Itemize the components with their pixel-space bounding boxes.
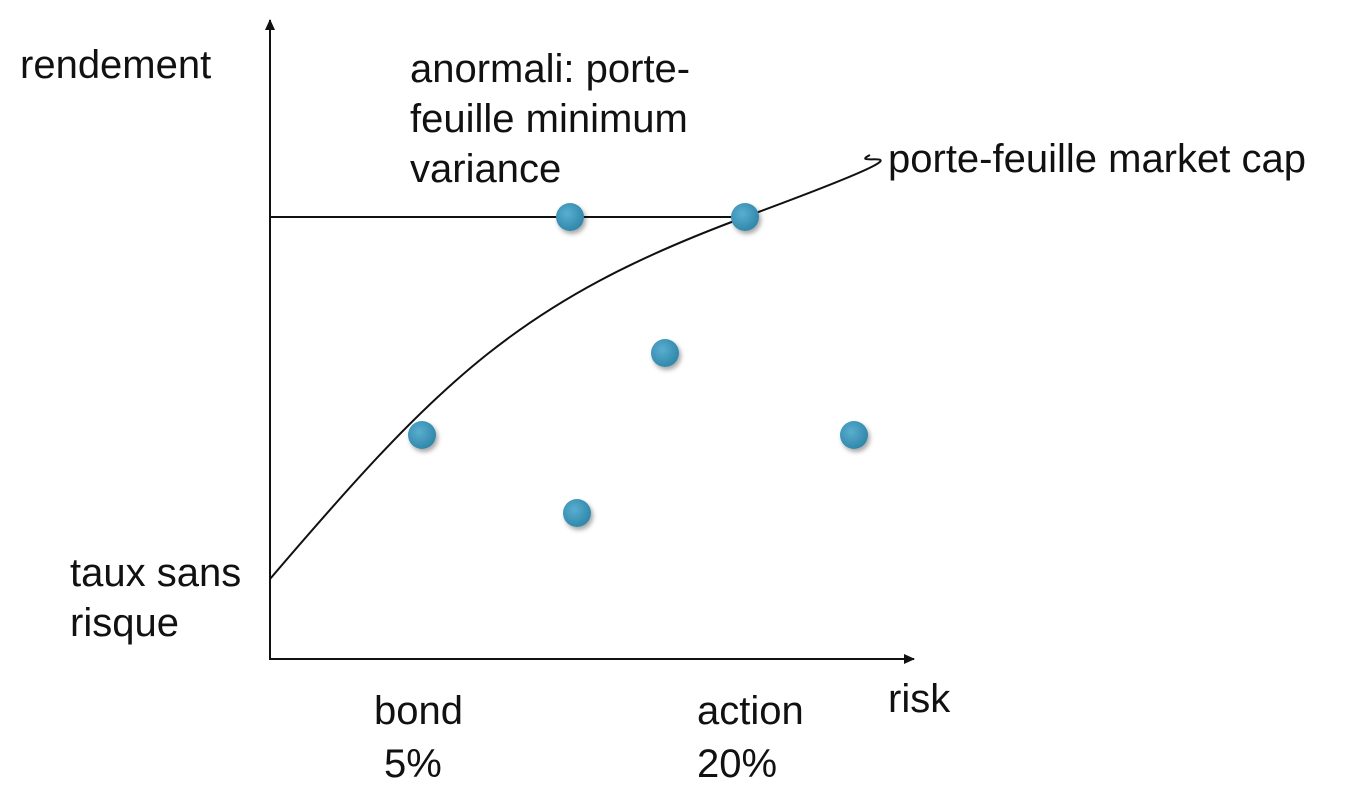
bond-label: bond [374,689,463,733]
market-cap-curve [269,154,882,580]
portfolio-dot-right [840,421,868,449]
y-axis-label: rendement [20,43,211,87]
portfolio-dot-mid [651,339,679,367]
risk-free-label-line-2: risque [70,601,179,645]
portfolio-dot-market-cap [731,203,759,231]
curve-label: porte-feuille market cap [888,137,1306,181]
anomaly-label-line-2: feuille minimum [410,97,688,141]
stock-percent: 20% [697,742,777,786]
risk-free-label-line-1: taux sans [70,551,241,595]
portfolio-dot-low [563,499,591,527]
stock-label: action [697,689,804,733]
bond-percent: 5% [384,742,442,786]
portfolio-dot-minimum-variance [556,203,584,231]
portfolio-dot-bond [408,421,436,449]
anomaly-label-line-1: anormali: porte- [410,47,690,91]
x-axis-label: risk [888,677,951,721]
dots [408,203,868,527]
anomaly-label-line-3: variance [410,147,561,191]
